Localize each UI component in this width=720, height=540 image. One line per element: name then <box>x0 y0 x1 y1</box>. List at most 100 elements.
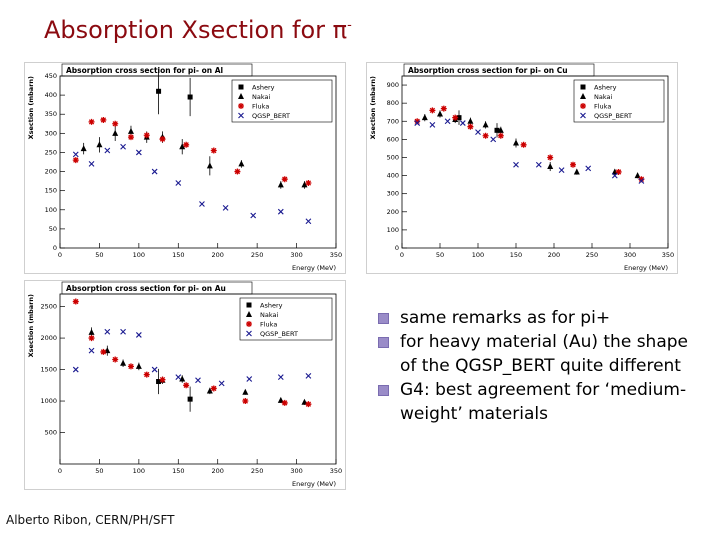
x-tick-label: 150 <box>172 251 184 259</box>
slide-title: Absorption Xsection for π- <box>44 16 352 44</box>
y-axis-label: Xsection (mbarn) <box>369 76 377 139</box>
data-point <box>277 181 284 188</box>
legend-marker <box>246 302 252 308</box>
y-tick-label: 100 <box>45 206 57 214</box>
slide-title-superscript: - <box>347 18 352 33</box>
chart-al: Absorption cross section for pi- on Al 0 5… <box>24 62 346 274</box>
data-point <box>175 374 182 381</box>
legend-marker <box>238 103 244 109</box>
x-tick-label: 300 <box>290 467 302 475</box>
y-tick-label: 500 <box>387 153 399 161</box>
data-point <box>638 178 645 184</box>
data-point <box>88 328 95 335</box>
data-point <box>151 168 158 175</box>
x-tick-label: 100 <box>133 467 145 475</box>
data-point <box>199 201 205 207</box>
data-point <box>179 375 186 382</box>
x-tick-label: 200 <box>212 251 224 259</box>
data-point <box>558 167 565 174</box>
data-point <box>175 180 182 186</box>
series-qgsp_bert <box>72 328 312 387</box>
data-point <box>305 180 312 187</box>
data-point <box>143 371 150 378</box>
x-tick-label: 100 <box>133 251 145 259</box>
data-point <box>429 107 436 114</box>
legend-box <box>573 79 665 123</box>
bullet-item: for heavy material (Au) the shape of the… <box>376 330 706 378</box>
data-point <box>206 387 213 394</box>
x-tick-label: 50 <box>95 467 103 475</box>
x-tick-label: 0 <box>58 251 62 259</box>
data-point <box>547 154 554 161</box>
series-qgsp_bert <box>72 143 312 225</box>
x-tick-label: 300 <box>624 251 636 259</box>
x-tick-label: 350 <box>330 467 342 475</box>
series-fluka <box>72 298 312 408</box>
x-axis-label: Energy (MeV) <box>624 264 668 272</box>
data-point <box>222 204 229 211</box>
y-tick-label: 2500 <box>40 303 57 311</box>
legend-marker <box>580 93 586 99</box>
legend-label: Ashery <box>260 302 283 310</box>
y-tick-label: 50 <box>49 225 57 233</box>
data-point <box>513 161 519 168</box>
legend-marker <box>246 330 252 337</box>
data-point <box>135 332 142 338</box>
data-point <box>151 366 158 373</box>
bullet-square-icon <box>378 385 389 396</box>
y-tick-label: 800 <box>387 99 399 107</box>
data-point <box>135 362 142 369</box>
y-tick-label: 700 <box>387 117 399 125</box>
x-tick-label: 150 <box>510 251 522 259</box>
data-point <box>437 110 443 117</box>
legend-label: Ashery <box>594 84 617 92</box>
x-tick-label: 350 <box>330 251 342 259</box>
x-tick-label: 200 <box>212 467 224 475</box>
legend-label: Fluka <box>252 103 269 111</box>
data-point <box>183 382 190 389</box>
y-tick-label: 150 <box>45 187 57 195</box>
data-point <box>250 212 257 219</box>
data-point <box>127 134 134 141</box>
x-axis-label: Energy (MeV) <box>292 480 336 488</box>
y-axis-label: Xsection (mbarn) <box>27 76 35 139</box>
y-axis-label: Xsection (mbarn) <box>27 294 35 357</box>
y-tick-label: 400 <box>387 172 399 180</box>
legend-label: Nakai <box>594 93 612 101</box>
data-point <box>611 168 618 175</box>
data-point <box>127 363 134 370</box>
x-tick-label: 250 <box>251 251 263 259</box>
data-point <box>72 366 79 373</box>
y-tick-label: 500 <box>45 429 57 437</box>
data-point <box>156 88 162 94</box>
y-tick-label: 300 <box>387 190 399 198</box>
x-tick-label: 50 <box>436 251 444 259</box>
data-point <box>100 116 107 123</box>
data-point <box>277 374 284 381</box>
slide-title-text: Absorption Xsection for π <box>44 16 348 44</box>
data-point <box>440 105 447 112</box>
x-tick-label: 0 <box>400 251 404 259</box>
x-tick-label: 300 <box>290 251 302 259</box>
legend-label: Nakai <box>252 93 270 101</box>
data-point <box>104 328 111 335</box>
data-point <box>80 145 87 152</box>
data-point <box>456 115 462 121</box>
data-point <box>187 94 193 100</box>
data-point <box>242 398 249 405</box>
data-point <box>104 147 111 154</box>
x-axis-label: Energy (MeV) <box>292 264 336 272</box>
data-point <box>482 121 489 128</box>
data-point <box>242 388 249 395</box>
data-point <box>421 114 428 121</box>
legend-marker <box>238 112 244 119</box>
legend-marker <box>246 321 252 327</box>
series-fluka <box>72 116 312 187</box>
data-point <box>570 161 576 168</box>
data-point <box>88 118 95 125</box>
bullet-list: same remarks as for pi+ for heavy materi… <box>376 306 706 426</box>
data-point <box>585 165 592 172</box>
series-nakai <box>421 110 641 179</box>
data-point <box>156 379 162 385</box>
